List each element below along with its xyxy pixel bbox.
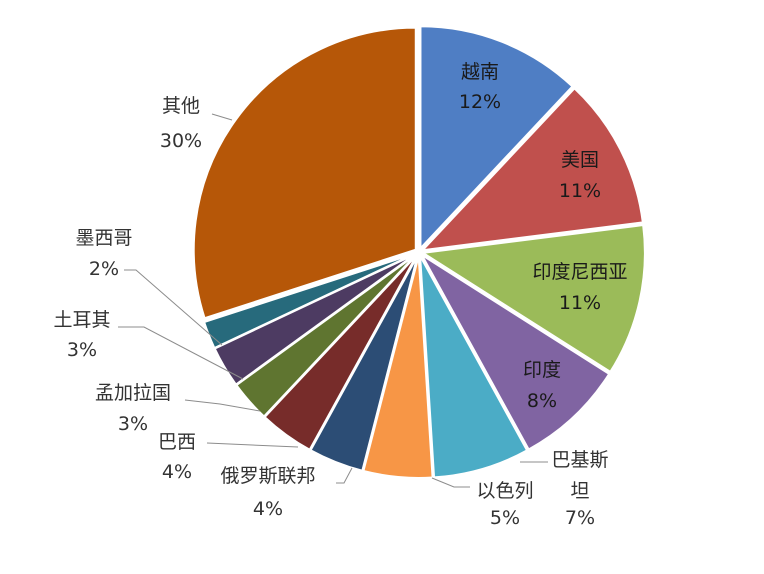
slice-1-wedge	[419, 25, 574, 251]
slice-2-percent-label: 11%	[559, 180, 601, 202]
slice-4-percent-label: 8%	[527, 390, 557, 412]
slice-3-wedge	[420, 223, 646, 374]
slice-5-percent-label: 7%	[565, 507, 595, 529]
slice-8-percent-label: 4%	[162, 461, 192, 483]
slice-8-leader-line	[206, 442, 299, 448]
slice-7-name-label: 俄罗斯联邦	[220, 465, 315, 487]
slice-11-leader-line	[124, 269, 223, 346]
slice-9-percent-label: 3%	[118, 413, 148, 435]
slice-5-name-cont-label: 坦	[570, 480, 589, 502]
slice-2-wedge	[419, 86, 644, 252]
leader-lines	[118, 113, 548, 488]
slice-12-wedge	[192, 26, 417, 320]
slice-7-leader-line	[336, 467, 353, 484]
slice-5-name-label: 巴基斯	[551, 449, 608, 471]
slice-5-wedge	[419, 255, 529, 479]
slice-12-name-label: 其他	[162, 95, 200, 117]
slice-1-percent-label: 12%	[459, 91, 501, 113]
slice-1-name-label: 越南	[461, 61, 499, 83]
slice-10-leader-line	[118, 326, 244, 380]
slice-8-name-label: 巴西	[158, 431, 196, 453]
slice-9-leader-line	[184, 399, 261, 412]
slice-10-percent-label: 3%	[67, 339, 97, 361]
slice-2-name-label: 美国	[561, 149, 599, 171]
slice-7-wedge	[309, 255, 419, 472]
slice-3-name-label: 印度尼西亚	[532, 261, 627, 283]
slice-3-percent-label: 11%	[559, 292, 601, 314]
slice-10-name-label: 土耳其	[53, 309, 110, 331]
slice-7-percent-label: 4%	[253, 498, 283, 520]
slice-4-wedge	[420, 254, 611, 451]
slice-11-name-label: 墨西哥	[75, 227, 132, 249]
slice-9-name-label: 孟加拉国	[95, 382, 171, 404]
slice-4-name-label: 印度	[523, 359, 561, 381]
slice-6-wedge	[362, 255, 434, 479]
slice-6-leader-line	[431, 477, 470, 488]
slice-6-name-label: 以色列	[476, 480, 533, 502]
slice-11-wedge	[202, 252, 416, 350]
slice-6-percent-label: 5%	[490, 507, 520, 529]
pie-slices	[192, 25, 646, 479]
slice-11-percent-label: 2%	[89, 258, 119, 280]
slice-12-leader-line	[211, 113, 233, 121]
slice-12-percent-label: 30%	[160, 130, 202, 152]
